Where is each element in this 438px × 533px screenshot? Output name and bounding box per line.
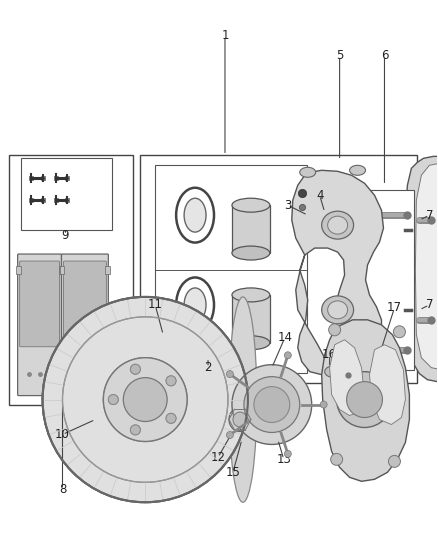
Bar — [41, 198, 45, 202]
Bar — [28, 198, 32, 202]
Text: 2: 2 — [204, 361, 212, 374]
Text: 16: 16 — [322, 348, 337, 361]
Ellipse shape — [321, 211, 353, 239]
Circle shape — [131, 364, 140, 374]
FancyBboxPatch shape — [64, 261, 106, 347]
Circle shape — [337, 372, 392, 427]
Bar — [9, 155, 133, 405]
Circle shape — [389, 455, 400, 467]
Circle shape — [393, 326, 406, 338]
Ellipse shape — [350, 165, 366, 175]
Text: 1: 1 — [221, 29, 229, 42]
FancyBboxPatch shape — [18, 254, 61, 395]
Ellipse shape — [328, 301, 348, 319]
Bar — [232, 205, 270, 253]
Circle shape — [131, 364, 140, 374]
Bar — [66, 198, 70, 202]
Text: 13: 13 — [276, 453, 291, 466]
Bar — [59, 266, 64, 274]
Ellipse shape — [229, 408, 251, 432]
Circle shape — [232, 365, 312, 445]
FancyBboxPatch shape — [61, 254, 108, 395]
Text: 8: 8 — [59, 483, 66, 496]
Ellipse shape — [176, 188, 214, 243]
Polygon shape — [415, 163, 438, 370]
Bar — [53, 176, 57, 180]
Ellipse shape — [184, 198, 206, 232]
Bar — [16, 266, 21, 274]
Circle shape — [103, 358, 187, 441]
Text: 11: 11 — [148, 298, 162, 311]
Polygon shape — [330, 340, 364, 416]
Circle shape — [226, 432, 233, 439]
Bar — [323, 370, 332, 378]
Circle shape — [42, 297, 248, 502]
Bar — [232, 295, 270, 343]
Ellipse shape — [328, 216, 348, 234]
Text: 10: 10 — [55, 428, 70, 441]
Ellipse shape — [232, 288, 270, 302]
Bar — [140, 155, 417, 383]
Wedge shape — [145, 297, 248, 502]
Text: 12: 12 — [211, 451, 226, 464]
Circle shape — [108, 394, 118, 405]
Ellipse shape — [321, 296, 353, 324]
Bar — [66, 176, 70, 180]
Ellipse shape — [184, 288, 206, 322]
Text: 15: 15 — [226, 466, 240, 479]
Circle shape — [166, 376, 176, 386]
Circle shape — [131, 425, 140, 435]
Circle shape — [328, 324, 341, 336]
Polygon shape — [370, 345, 406, 424]
Ellipse shape — [325, 366, 345, 378]
Ellipse shape — [176, 278, 214, 332]
Ellipse shape — [232, 198, 270, 212]
Circle shape — [108, 394, 118, 405]
Text: 7: 7 — [426, 298, 433, 311]
Circle shape — [103, 358, 187, 441]
Circle shape — [284, 450, 291, 457]
Text: 9: 9 — [62, 229, 69, 241]
Text: 3: 3 — [284, 199, 291, 212]
Text: 6: 6 — [381, 49, 388, 62]
Circle shape — [166, 376, 176, 386]
Ellipse shape — [233, 412, 247, 427]
Circle shape — [244, 377, 300, 432]
Bar — [28, 176, 32, 180]
Circle shape — [226, 370, 233, 377]
Circle shape — [320, 401, 327, 408]
Ellipse shape — [229, 297, 257, 502]
Bar — [53, 198, 57, 202]
Circle shape — [254, 386, 290, 423]
Bar — [155, 165, 307, 373]
Circle shape — [131, 425, 140, 435]
Circle shape — [331, 454, 343, 465]
Circle shape — [124, 378, 167, 422]
Bar — [106, 266, 110, 274]
Circle shape — [166, 414, 176, 423]
Bar — [350, 190, 414, 370]
Polygon shape — [292, 171, 384, 375]
Circle shape — [124, 378, 167, 422]
Text: 14: 14 — [277, 332, 292, 344]
Circle shape — [42, 297, 248, 502]
Polygon shape — [321, 320, 410, 481]
Circle shape — [284, 352, 291, 359]
Ellipse shape — [300, 167, 316, 177]
Circle shape — [166, 414, 176, 423]
Ellipse shape — [232, 336, 270, 350]
Text: 5: 5 — [336, 49, 343, 62]
Text: 7: 7 — [426, 208, 433, 222]
Bar — [60, 266, 64, 274]
Bar — [41, 176, 45, 180]
Ellipse shape — [232, 246, 270, 260]
Text: 4: 4 — [316, 189, 323, 201]
Text: 17: 17 — [387, 301, 402, 314]
FancyBboxPatch shape — [20, 261, 60, 347]
Bar — [21, 158, 112, 230]
Polygon shape — [406, 156, 438, 382]
Circle shape — [346, 382, 382, 417]
